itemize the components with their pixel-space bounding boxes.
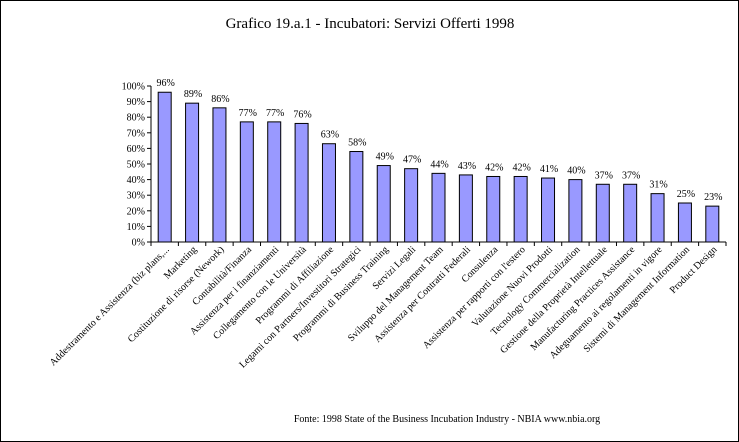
bar bbox=[404, 168, 419, 243]
category-labels: Addestramento e Assistenza (biz plans,..… bbox=[48, 244, 720, 371]
bar bbox=[294, 122, 309, 243]
y-tick-label: 70% bbox=[127, 128, 145, 139]
y-tick-label: 30% bbox=[127, 191, 145, 202]
bar bbox=[267, 121, 282, 243]
bar-value-label: 89% bbox=[184, 89, 202, 100]
bar bbox=[185, 102, 200, 243]
y-tick-label: 10% bbox=[127, 222, 145, 233]
bar bbox=[349, 151, 364, 243]
data-labels: 96% 89% 86% 77% 77% 76% 63% 58% 49% 47% 44% 43% 42% 4… bbox=[157, 78, 723, 203]
bar bbox=[677, 202, 692, 243]
bar bbox=[321, 143, 336, 243]
chart-title: Grafico 19.a.1 - Incubatori: Servizi Off… bbox=[226, 16, 515, 32]
bar-value-label: 42% bbox=[485, 162, 503, 173]
y-tick-label: 0% bbox=[132, 238, 145, 249]
bar-value-label: 41% bbox=[540, 164, 558, 175]
bar bbox=[623, 183, 638, 243]
bar-value-label: 58% bbox=[348, 138, 366, 149]
bar-value-label: 43% bbox=[458, 161, 476, 172]
y-tick-label: 100% bbox=[122, 82, 145, 93]
y-tick-label: 40% bbox=[127, 175, 145, 186]
bar-value-label: 37% bbox=[622, 170, 640, 181]
bar-value-label: 44% bbox=[430, 159, 448, 170]
bar-value-label: 77% bbox=[239, 108, 257, 119]
bar-value-label: 63% bbox=[321, 130, 339, 141]
bar bbox=[431, 172, 446, 243]
bar-value-label: 76% bbox=[293, 109, 311, 120]
y-tick-label: 90% bbox=[127, 97, 145, 108]
bar-value-label: 42% bbox=[512, 162, 530, 173]
bar-value-label: 31% bbox=[649, 180, 667, 191]
bar-value-label: 23% bbox=[704, 192, 722, 203]
bar bbox=[705, 205, 720, 243]
bar bbox=[239, 121, 254, 243]
y-tick-label: 20% bbox=[127, 206, 145, 217]
bar-value-label: 37% bbox=[595, 170, 613, 181]
bar bbox=[212, 107, 227, 243]
bar-value-label: 86% bbox=[211, 94, 229, 105]
bars bbox=[157, 91, 720, 243]
bar bbox=[595, 183, 610, 243]
y-tick-label: 80% bbox=[127, 113, 145, 124]
bar bbox=[157, 91, 172, 243]
bar bbox=[541, 177, 556, 243]
bar-value-label: 47% bbox=[403, 155, 421, 166]
source-note: Fonte: 1998 State of the Business Incuba… bbox=[294, 414, 600, 425]
y-tick-label: 50% bbox=[127, 160, 145, 171]
y-tick-label: 60% bbox=[127, 144, 145, 155]
bar-value-label: 77% bbox=[266, 108, 284, 119]
bar bbox=[486, 175, 501, 243]
bar-value-label: 49% bbox=[376, 152, 394, 163]
bar bbox=[458, 174, 473, 243]
bar bbox=[513, 175, 528, 243]
bar-value-label: 25% bbox=[677, 189, 695, 200]
bar-value-label: 96% bbox=[157, 78, 175, 89]
category-label: Addestramento e Assistenza (biz plans,..… bbox=[48, 244, 172, 368]
bar bbox=[568, 179, 583, 243]
bar bbox=[650, 193, 665, 243]
bar-value-label: 40% bbox=[567, 166, 585, 177]
bar bbox=[376, 165, 391, 243]
